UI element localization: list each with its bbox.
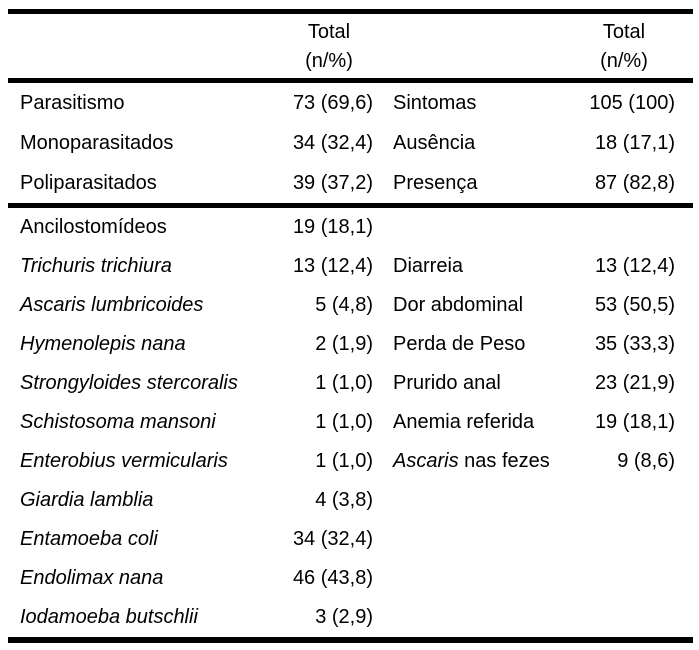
row-value: 13 (12,4) <box>292 255 373 277</box>
row-value: 23 (21,9) <box>594 372 675 394</box>
row-label-italic-part: Ascaris <box>393 450 459 472</box>
row-value: 3 (2,9) <box>315 606 373 628</box>
row-value: 18 (17,1) <box>594 131 675 154</box>
row-label: Monoparasitados <box>20 131 174 154</box>
row-label: Diarreia <box>393 255 464 277</box>
table-row: Endolimax nana 46 (43,8) <box>8 559 693 598</box>
row-label: Strongyloides stercoralis <box>20 372 238 394</box>
right-total-label: Total <box>602 21 646 43</box>
row-value: 1 (1,0) <box>315 372 373 394</box>
left-unit-label: (n/%) <box>305 50 353 72</box>
row-label: Presença <box>393 171 478 194</box>
row-label-regular-part: nas fezes <box>458 450 550 472</box>
right-total-header: Total (n/%) <box>573 16 675 76</box>
row-label: Entamoeba coli <box>20 528 158 550</box>
table-top-rule <box>8 9 693 14</box>
table-row: Iodamoeba butschlii 3 (2,9) <box>8 598 693 637</box>
row-label: Enterobius vermicularis <box>20 450 228 472</box>
species-symptoms-section: Ancilostomídeos 19 (18,1) Trichuris tric… <box>8 208 693 637</box>
section-divider-rule <box>8 203 693 208</box>
left-total-label: Total <box>307 21 351 43</box>
row-label: Trichuris trichiura <box>20 255 172 277</box>
table-row: Parasitismo 73 (69,6) Sintomas 105 (100) <box>8 83 693 123</box>
row-value: 34 (32,4) <box>292 131 373 154</box>
table-row: Ancilostomídeos 19 (18,1) <box>8 208 693 247</box>
row-label: Iodamoeba butschlii <box>20 606 198 628</box>
row-value: 4 (3,8) <box>315 489 373 511</box>
row-label: Perda de Peso <box>393 333 526 355</box>
row-label: Dor abdominal <box>393 294 524 316</box>
row-value: 9 (8,6) <box>617 450 675 472</box>
row-value: 53 (50,5) <box>594 294 675 316</box>
row-label: Prurido anal <box>393 372 501 394</box>
table-bottom-rule <box>8 637 693 643</box>
row-value: 2 (1,9) <box>315 333 373 355</box>
row-value: 105 (100) <box>589 91 675 114</box>
row-label: Sintomas <box>393 91 477 114</box>
row-value: 13 (12,4) <box>594 255 675 277</box>
summary-section: Parasitismo 73 (69,6) Sintomas 105 (100)… <box>8 83 693 203</box>
header-bottom-rule <box>8 78 693 83</box>
row-value: 19 (18,1) <box>292 216 373 238</box>
table-row: Giardia lamblia 4 (3,8) <box>8 481 693 520</box>
row-value: 1 (1,0) <box>315 411 373 433</box>
row-label: Hymenolepis nana <box>20 333 186 355</box>
left-total-header: Total (n/%) <box>285 16 373 76</box>
table-row: Hymenolepis nana 2 (1,9) Perda de Peso 3… <box>8 325 693 364</box>
row-value: 87 (82,8) <box>594 171 675 194</box>
table-row: Ascaris lumbricoides 5 (4,8) Dor abdomin… <box>8 286 693 325</box>
table-header-row: Total (n/%) Total (n/%) <box>8 14 693 78</box>
row-value: 34 (32,4) <box>292 528 373 550</box>
table-row: Schistosoma mansoni 1 (1,0) Anemia refer… <box>8 403 693 442</box>
row-value: 5 (4,8) <box>315 294 373 316</box>
parasitism-symptoms-table: Total (n/%) Total (n/%) Parasitismo 73 (… <box>8 9 693 643</box>
row-value: 19 (18,1) <box>594 411 675 433</box>
row-value: 35 (33,3) <box>594 333 675 355</box>
table-row: Monoparasitados 34 (32,4) Ausência 18 (1… <box>8 123 693 163</box>
table-row: Strongyloides stercoralis 1 (1,0) Prurid… <box>8 364 693 403</box>
row-value: 1 (1,0) <box>315 450 373 472</box>
table-row: Entamoeba coli 34 (32,4) <box>8 520 693 559</box>
table-row: Enterobius vermicularis 1 (1,0) Ascaris … <box>8 442 693 481</box>
right-unit-label: (n/%) <box>600 50 648 72</box>
row-label: Anemia referida <box>393 411 535 433</box>
row-label: Parasitismo <box>20 91 125 114</box>
row-label: Giardia lamblia <box>20 489 154 511</box>
row-value: 39 (37,2) <box>292 171 373 194</box>
row-value: 73 (69,6) <box>292 91 373 114</box>
row-label: Ascaris nas fezes <box>393 450 573 473</box>
row-value: 46 (43,8) <box>292 567 373 589</box>
row-label: Endolimax nana <box>20 567 164 589</box>
table-row: Trichuris trichiura 13 (12,4) Diarreia 1… <box>8 247 693 286</box>
row-label: Ancilostomídeos <box>20 216 167 238</box>
row-label: Ascaris lumbricoides <box>20 294 204 316</box>
table-row: Poliparasitados 39 (37,2) Presença 87 (8… <box>8 163 693 203</box>
row-label: Ausência <box>393 131 476 154</box>
row-label: Poliparasitados <box>20 171 157 194</box>
row-label: Schistosoma mansoni <box>20 411 216 433</box>
